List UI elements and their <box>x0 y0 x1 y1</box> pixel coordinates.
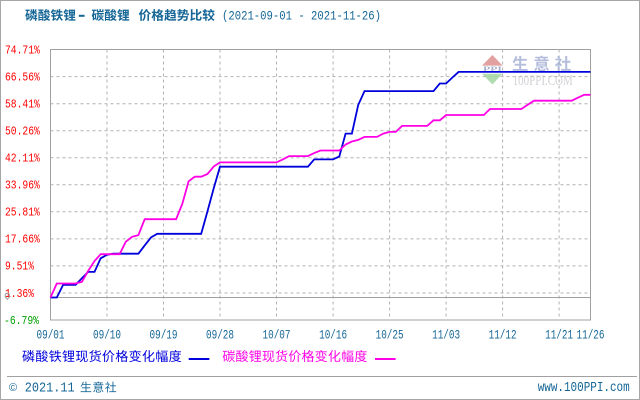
svg-text:10/16: 10/16 <box>319 328 347 343</box>
svg-text:11/03: 11/03 <box>432 328 460 343</box>
svg-text:09/28: 09/28 <box>206 328 234 343</box>
svg-text:11/21: 11/21 <box>545 328 573 343</box>
svg-text:9.51%: 9.51% <box>5 260 35 274</box>
svg-text:PPI: PPI <box>483 66 502 74</box>
svg-text:17.66%: 17.66% <box>5 233 40 247</box>
svg-text:58.41%: 58.41% <box>5 98 40 112</box>
svg-text:09/01: 09/01 <box>37 328 65 343</box>
svg-text:-6.79%: -6.79% <box>4 314 40 328</box>
svg-text:2021.11: 2021.11 <box>25 381 75 397</box>
svg-text:42.11%: 42.11% <box>5 152 40 166</box>
svg-text:©: © <box>9 382 17 394</box>
svg-text:09/19: 09/19 <box>150 328 178 343</box>
svg-text:1.36%: 1.36% <box>5 287 35 301</box>
svg-text:50.26%: 50.26% <box>5 125 40 139</box>
svg-text:74.71%: 74.71% <box>5 43 40 57</box>
svg-text:09/10: 09/10 <box>93 328 121 343</box>
svg-text:(2021-09-01 - 2021-11-26): (2021-09-01 - 2021-11-26) <box>222 8 381 23</box>
svg-text:www.100PPI.com: www.100PPI.com <box>538 380 630 396</box>
svg-text:25.81%: 25.81% <box>5 206 40 220</box>
svg-text:10/07: 10/07 <box>263 328 291 343</box>
svg-text:33.96%: 33.96% <box>5 179 40 193</box>
svg-text:10/25: 10/25 <box>376 328 404 343</box>
svg-text:11/26: 11/26 <box>577 328 605 343</box>
svg-text:66.56%: 66.56% <box>5 70 40 84</box>
svg-text:100PPI.COM: 100PPI.COM <box>513 73 573 89</box>
svg-text:11/12: 11/12 <box>489 328 517 343</box>
